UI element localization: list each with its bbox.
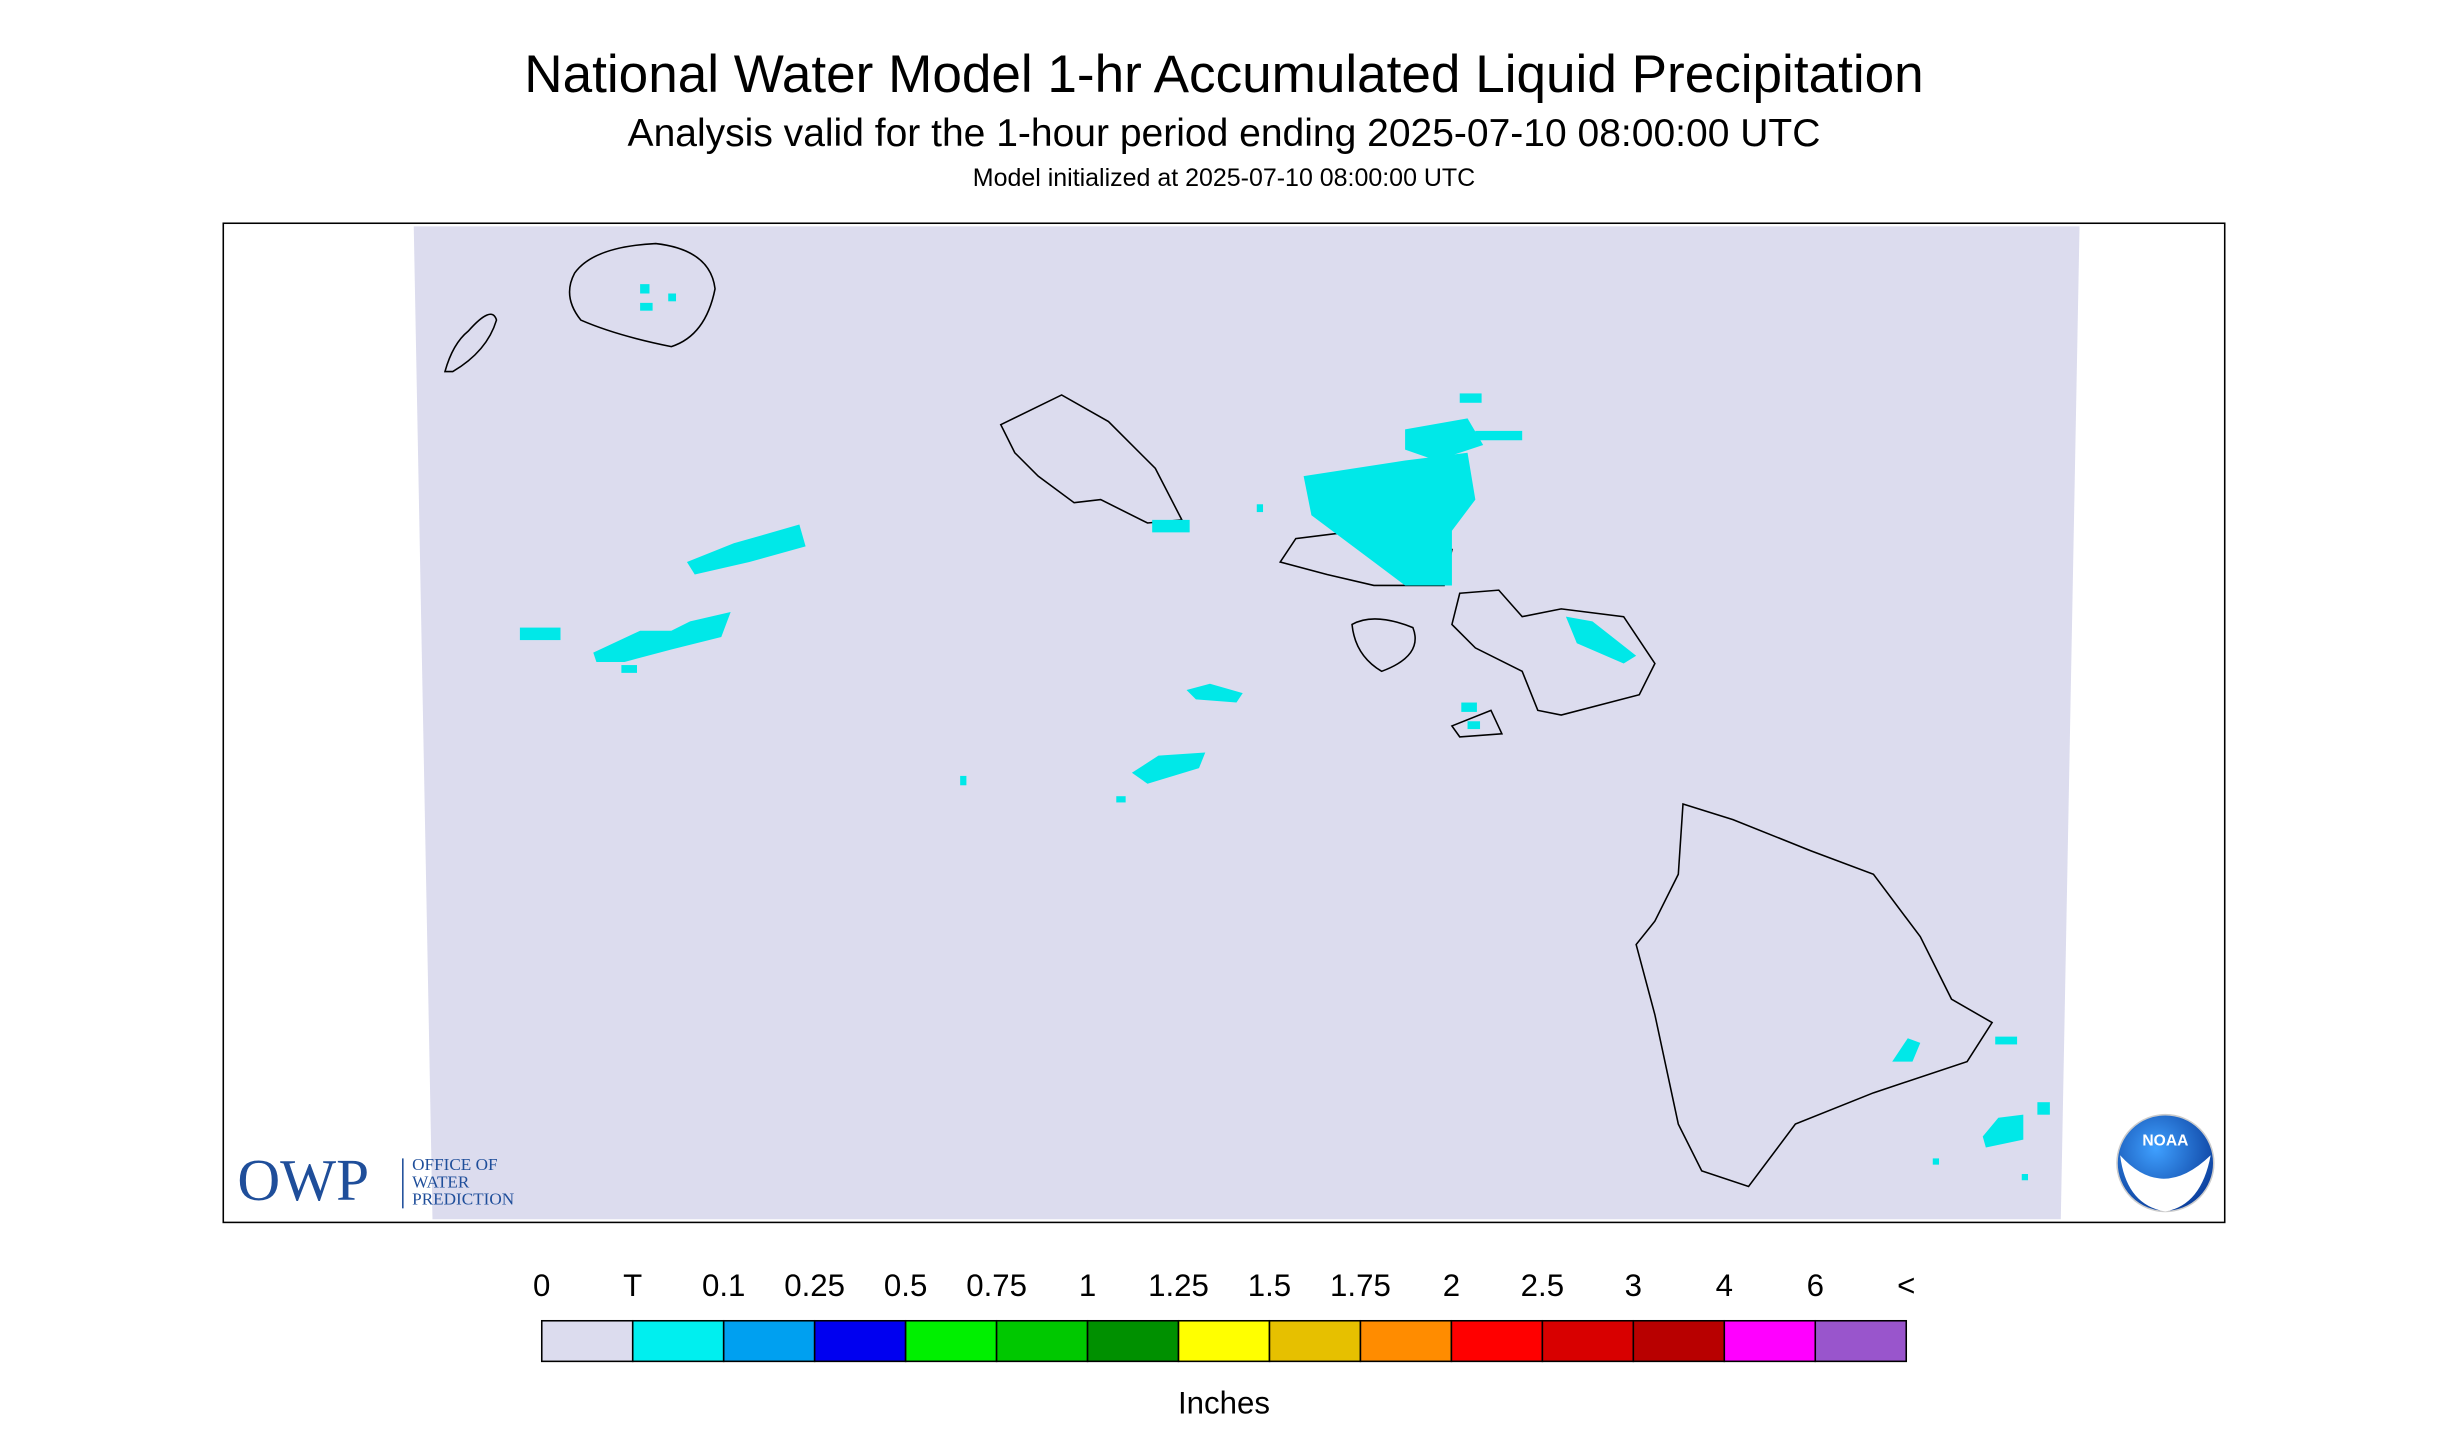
legend-swatch [1814,1319,1908,1363]
legend-label: < [1897,1268,1915,1303]
legend-swatch [813,1319,907,1363]
init-note: Model initialized at 2025-07-10 08:00:00… [973,164,1475,192]
coastlines [443,242,1994,1188]
owp-text: PREDICTION [412,1189,514,1208]
legend-label: 0 [533,1268,550,1303]
legend-label: 4 [1716,1268,1733,1303]
legend-swatch [540,1319,634,1363]
legend-swatch [1177,1319,1271,1363]
title: National Water Model 1-hr Accumulated Li… [524,45,1923,104]
legend-unit: Inches [1178,1385,1270,1420]
noaa-logo: NOAA [2116,1113,2215,1213]
model-domain [413,226,2080,1220]
legend-swatch [1450,1319,1544,1363]
legend-label: 0.75 [966,1268,1027,1303]
legend-label: 3 [1625,1268,1642,1303]
legend-label: 1.75 [1330,1268,1391,1303]
legend-label: 2.5 [1521,1268,1564,1303]
owp-mark: OWP [237,1147,369,1213]
legend-label: 2 [1443,1268,1460,1303]
legend-swatch [1541,1319,1635,1363]
owp-logo: OWP OFFICE OF WATER PREDICTION [237,1147,514,1213]
owp-text: OFFICE OF [412,1155,497,1174]
noaa-text: NOAA [2142,1132,2188,1149]
legend-swatch [1359,1319,1453,1363]
legend-label: 0.1 [702,1268,745,1303]
legend-swatch [1632,1319,1726,1363]
legend-label: T [623,1268,642,1303]
legend-label: 0.5 [884,1268,927,1303]
legend-swatch [631,1319,725,1363]
legend-swatch [995,1319,1089,1363]
legend-swatch [1268,1319,1362,1363]
legend-swatch [1086,1319,1180,1363]
subtitle: Analysis valid for the 1-hour period end… [628,112,1821,155]
owp-text: WATER [412,1172,470,1191]
legend: 0 T 0.1 0.25 0.5 0.75 1 1.25 1.5 1.75 2 2.5 3 4 6 < [533,1268,1915,1363]
legend-swatch [1723,1319,1817,1363]
legend-swatch [904,1319,998,1363]
legend-label: 6 [1807,1268,1824,1303]
legend-label: 1 [1079,1268,1096,1303]
legend-swatch [722,1319,816,1363]
legend-label: 1.5 [1248,1268,1291,1303]
precipitation-areas [519,284,2050,1181]
legend-label: 1.25 [1148,1268,1209,1303]
legend-label: 0.25 [784,1268,845,1303]
